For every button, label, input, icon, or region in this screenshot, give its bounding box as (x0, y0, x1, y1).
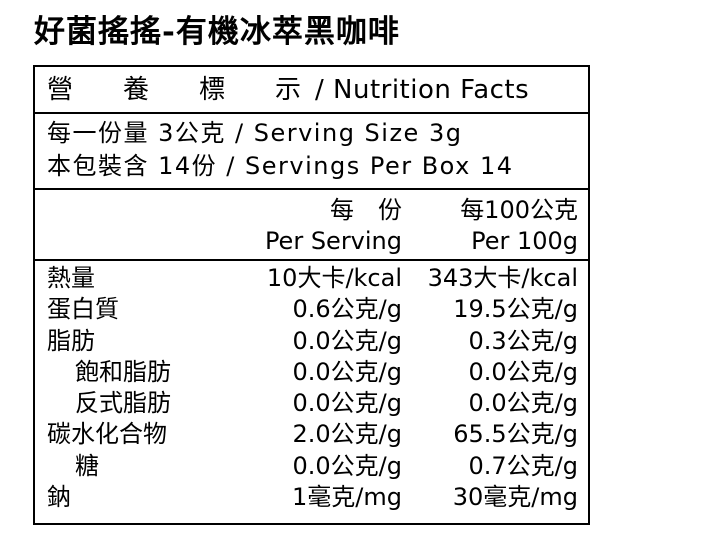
nutrient-label: 蛋白質 (47, 295, 119, 324)
col-per-100g-en: Per 100g (471, 227, 578, 255)
header-char-1: 營 (47, 75, 74, 105)
per-100g-value: 0.7公克/g (468, 451, 579, 480)
nutrient-label: 碳水化合物 (47, 420, 167, 449)
table-row: 蛋白質 0.6公克/g 19.5公克/g (35, 294, 588, 325)
per-100g-value: 343大卡/kcal (427, 264, 578, 292)
per-serving-value: 0.0公克/g (292, 451, 403, 480)
table-row: 反式脂肪 0.0公克/g 0.0公克/g (35, 388, 588, 419)
per-serving-value: 0.0公克/g (292, 389, 403, 418)
table-row: 脂肪 0.0公克/g 0.3公克/g (35, 326, 588, 357)
per-serving-value: 0.6公克/g (292, 295, 403, 324)
header-char-2: 養 (123, 75, 150, 105)
per-100g-value: 30毫克/mg (452, 483, 578, 512)
header-char-3: 標 (199, 75, 226, 105)
per-100g-value: 0.0公克/g (468, 357, 579, 386)
col-per-100g-zh: 每100公克 (460, 196, 578, 224)
table-row: 糖 0.0公克/g 0.7公克/g (35, 451, 588, 482)
table-row: 飽和脂肪 0.0公克/g 0.0公克/g (35, 357, 588, 388)
servings-per-box-line: 本包裝含 14份 / Servings Per Box 14 (47, 152, 514, 180)
table-row: 鈉 1毫克/mg 30毫克/mg (35, 482, 588, 513)
divider-header (35, 112, 588, 114)
per-serving-value: 10大卡/kcal (266, 264, 402, 292)
col-per-serving-en: Per Serving (264, 227, 402, 255)
nutrient-label: 熱量 (47, 264, 95, 292)
serving-size-line: 每一份量 3公克 / Serving Size 3g (47, 119, 463, 147)
per-serving-value: 0.0公克/g (292, 326, 403, 355)
per-serving-value: 0.0公克/g (292, 357, 403, 386)
per-serving-value: 1毫克/mg (292, 483, 402, 512)
nutrient-label: 糖 (75, 451, 99, 480)
nutrition-facts-panel: 營 養 標 示 / Nutrition Facts 每一份量 3公克 / Serving… (33, 65, 590, 525)
divider-serving (35, 188, 588, 190)
per-100g-value: 19.5公克/g (453, 295, 578, 324)
nutrient-label: 反式脂肪 (75, 389, 171, 418)
per-serving-value: 2.0公克/g (292, 420, 403, 449)
product-title: 好菌搖搖-有機冰萃黑咖啡 (34, 14, 400, 50)
per-100g-value: 65.5公克/g (453, 420, 578, 449)
nutrient-label: 飽和脂肪 (75, 357, 171, 386)
nutrient-rows: 熱量 10大卡/kcal 343大卡/kcal 蛋白質 0.6公克/g 19.5… (35, 263, 588, 513)
divider-columns (35, 259, 588, 261)
header-english: / Nutrition Facts (315, 75, 530, 105)
per-100g-value: 0.0公克/g (468, 389, 579, 418)
per-100g-value: 0.3公克/g (468, 326, 579, 355)
table-row: 熱量 10大卡/kcal 343大卡/kcal (35, 263, 588, 294)
nutrition-header: 營 養 標 示 / Nutrition Facts (47, 71, 577, 109)
col-per-serving-zh: 每 份 (330, 196, 402, 224)
nutrient-label: 鈉 (47, 483, 71, 512)
nutrient-label: 脂肪 (47, 326, 95, 355)
table-row: 碳水化合物 2.0公克/g 65.5公克/g (35, 419, 588, 450)
header-char-4: 示 (275, 75, 302, 105)
